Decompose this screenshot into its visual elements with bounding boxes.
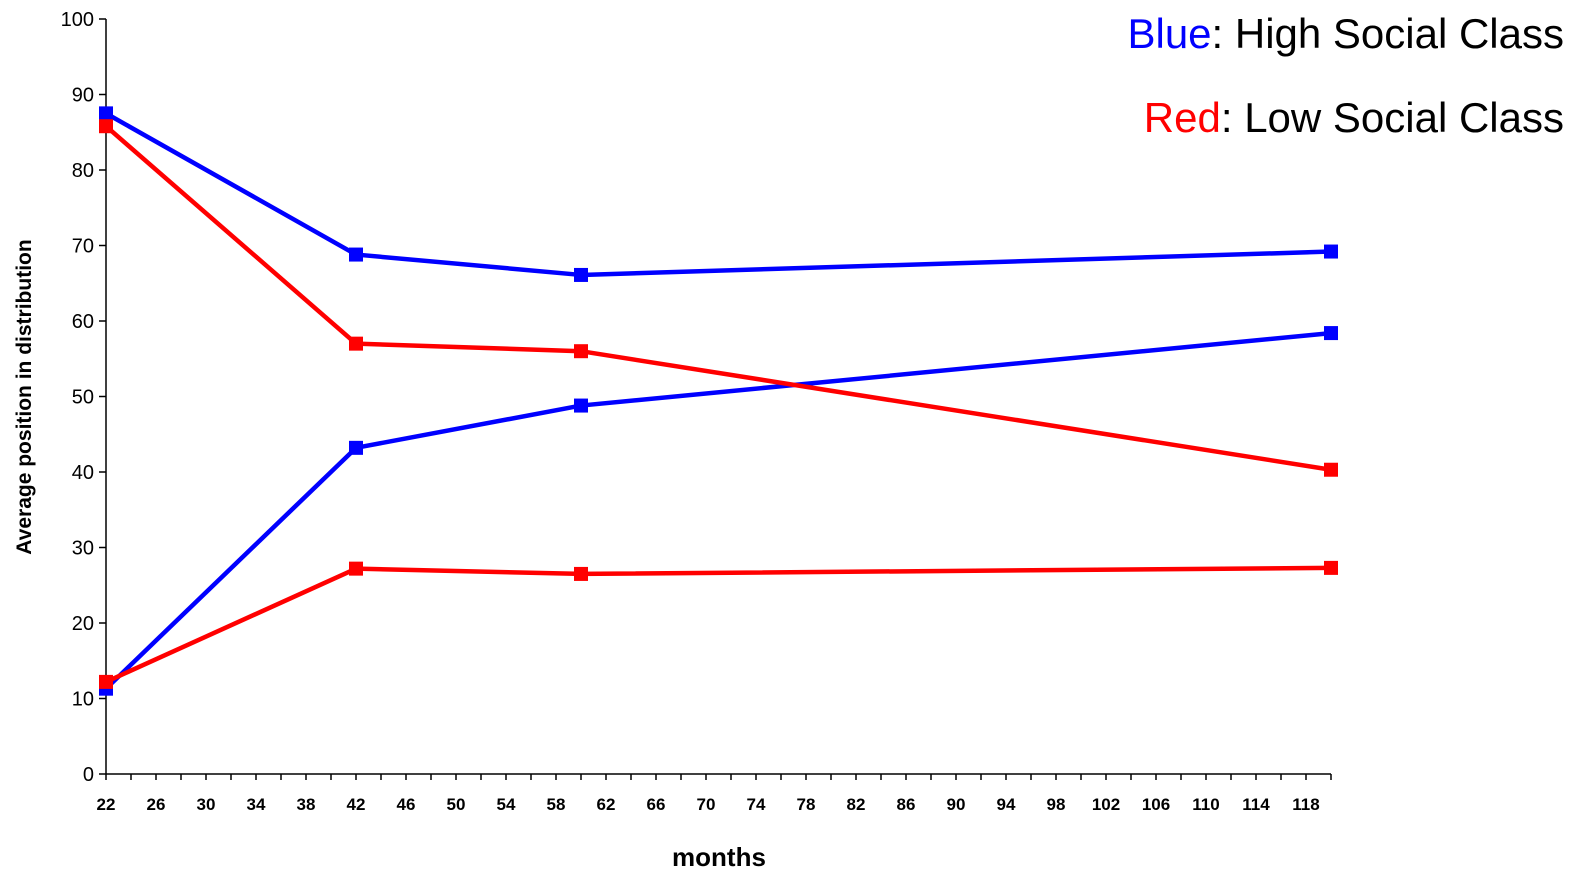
y-tick-label: 10 <box>72 689 94 711</box>
legend-text-high: : High Social Class <box>1211 10 1564 57</box>
x-tick-label: 90 <box>947 795 966 814</box>
x-tick-label: 42 <box>347 795 366 814</box>
y-axis-label: Average position in distribution <box>13 239 36 554</box>
y-tick-label: 100 <box>61 9 94 31</box>
series-2-marker <box>1324 326 1338 341</box>
series-1-marker <box>1324 244 1338 259</box>
y-tick-label: 50 <box>72 387 94 409</box>
x-tick-label: 50 <box>447 795 466 814</box>
y-axis-ticks: 0 10 20 30 40 50 60 70 80 90 100 <box>61 9 106 786</box>
series-3-marker <box>574 344 588 359</box>
x-tick-label: 110 <box>1192 795 1219 814</box>
x-tick-label: 22 <box>97 795 116 814</box>
x-tick-label: 106 <box>1142 795 1170 814</box>
x-tick-label: 70 <box>697 795 716 814</box>
series-layer <box>99 106 1338 696</box>
series-line-1 <box>104 111 1332 278</box>
x-axis-label: months <box>672 842 766 872</box>
x-tick-label: 102 <box>1092 795 1120 814</box>
x-tick-label: 66 <box>647 795 666 814</box>
series-line-3 <box>104 124 1332 472</box>
series-3-marker <box>1324 462 1338 477</box>
x-tick-label: 54 <box>497 795 516 814</box>
y-tick-label: 60 <box>72 311 94 333</box>
x-tick-label: 26 <box>147 795 166 814</box>
y-tick-label: 30 <box>72 538 94 560</box>
series-3-marker <box>349 336 363 351</box>
series-4-marker <box>99 674 113 689</box>
series-1-marker <box>349 247 363 262</box>
x-tick-label: 62 <box>597 795 616 814</box>
y-tick-label: 20 <box>72 613 94 635</box>
x-tick-label: 98 <box>1047 795 1066 814</box>
series-2-marker <box>349 440 363 455</box>
x-tick-label: 86 <box>897 795 916 814</box>
legend-entry-high-social-class: Blue: High Social Class <box>1127 10 1564 58</box>
y-tick-label: 90 <box>72 85 94 107</box>
series-4-marker <box>349 561 363 576</box>
legend-entry-low-social-class: Red: Low Social Class <box>1144 94 1564 142</box>
x-tick-label: 30 <box>197 795 216 814</box>
x-axis-ticks: 22 26 30 34 38 42 46 50 54 58 62 66 70 74 78 82 86 90 94 98… <box>97 774 1332 814</box>
x-tick-label: 78 <box>797 795 816 814</box>
x-tick-label: 118 <box>1292 795 1319 814</box>
series-2-marker <box>574 398 588 413</box>
x-tick-label: 82 <box>847 795 866 814</box>
legend-key-blue: Blue <box>1127 10 1212 57</box>
y-tick-label: 40 <box>72 462 94 484</box>
x-tick-label: 38 <box>297 795 316 814</box>
series-1-marker <box>574 267 588 282</box>
y-tick-label: 0 <box>83 764 94 786</box>
x-tick-label: 114 <box>1242 795 1270 814</box>
x-tick-label: 46 <box>397 795 416 814</box>
legend-text-low: : Low Social Class <box>1220 94 1564 141</box>
x-tick-label: 34 <box>247 795 266 814</box>
y-tick-label: 70 <box>72 236 94 258</box>
series-1-marker <box>99 106 113 121</box>
y-tick-label: 80 <box>72 160 94 182</box>
x-tick-label: 58 <box>547 795 566 814</box>
series-line-2 <box>104 330 1332 691</box>
legend-key-red: Red <box>1143 94 1221 141</box>
x-tick-label: 74 <box>747 795 766 814</box>
series-3-marker <box>99 119 113 134</box>
series-line-4 <box>105 565 1332 684</box>
x-tick-label: 94 <box>997 795 1016 814</box>
series-4-marker <box>574 566 588 581</box>
series-4-marker <box>1324 560 1338 575</box>
